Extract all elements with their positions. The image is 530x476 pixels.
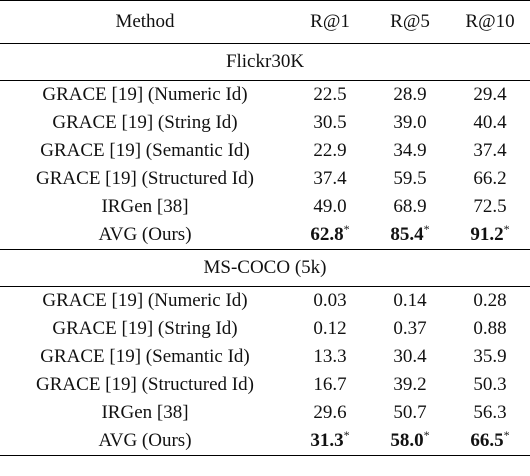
r5-cell: 28.9 — [393, 84, 427, 105]
method-cell: GRACE [19] (String Id) — [52, 112, 238, 133]
r1-cell: 16.7 — [313, 374, 347, 395]
r10-cell: 0.28 — [473, 290, 507, 311]
header-r10: R@10 — [450, 0, 530, 44]
method-cell: IRGen [38] — [101, 196, 189, 217]
r10-cell: 56.3 — [473, 402, 507, 423]
r5-cell: 34.9 — [393, 140, 427, 161]
r5-cell: 39.2 — [393, 374, 427, 395]
section-title: Flickr30K — [0, 43, 530, 81]
r10-cell: 66.5* — [450, 427, 530, 456]
table-row: GRACE [19] (Numeric Id) 0.03 0.14 0.28 — [0, 287, 530, 316]
header-row: Method R@1 R@5 R@10 — [0, 0, 530, 44]
significance-mark: * — [503, 428, 510, 442]
r5-cell: 68.9 — [393, 196, 427, 217]
table-row: AVG (Ours) 62.8* 85.4* 91.2* — [0, 221, 530, 250]
r1-cell: 0.12 — [313, 318, 347, 339]
r5-cell: 85.4* — [370, 221, 450, 250]
method-cell: GRACE [19] (Numeric Id) — [42, 290, 248, 311]
r10-cell: 50.3 — [473, 374, 507, 395]
r1-cell: 30.5 — [313, 112, 347, 133]
method-cell: GRACE [19] (String Id) — [52, 318, 238, 339]
method-cell: AVG (Ours) — [98, 224, 192, 245]
best-value: 62.8 — [310, 224, 344, 245]
table-row: GRACE [19] (String Id) 0.12 0.37 0.88 — [0, 315, 530, 343]
r5-cell: 30.4 — [393, 346, 427, 367]
method-cell: GRACE [19] (Structured Id) — [36, 168, 254, 189]
r1-cell: 37.4 — [313, 168, 347, 189]
r10-cell: 37.4 — [473, 140, 507, 161]
table-row: IRGen [38] 49.0 68.9 72.5 — [0, 193, 530, 221]
significance-mark: * — [343, 222, 350, 236]
r1-cell: 22.9 — [313, 140, 347, 161]
r5-cell: 39.0 — [393, 112, 427, 133]
best-value: 91.2 — [470, 224, 504, 245]
best-value: 31.3 — [310, 430, 344, 451]
results-table: Method R@1 R@5 R@10 Flickr30K GRACE [19] … — [0, 0, 530, 456]
method-cell: IRGen [38] — [101, 402, 189, 423]
section-title: MS-COCO (5k) — [0, 249, 530, 287]
r5-cell: 0.14 — [393, 290, 427, 311]
method-cell: GRACE [19] (Structured Id) — [36, 374, 254, 395]
r10-cell: 40.4 — [473, 112, 507, 133]
r10-cell: 72.5 — [473, 196, 507, 217]
method-cell: GRACE [19] (Semantic Id) — [40, 346, 250, 367]
table-row: IRGen [38] 29.6 50.7 56.3 — [0, 399, 530, 427]
r1-cell: 13.3 — [313, 346, 347, 367]
table-row: GRACE [19] (Structured Id) 16.7 39.2 50.3 — [0, 371, 530, 399]
best-value: 66.5 — [470, 430, 504, 451]
significance-mark: * — [503, 222, 510, 236]
table-row: GRACE [19] (Semantic Id) 22.9 34.9 37.4 — [0, 137, 530, 165]
significance-mark: * — [343, 428, 350, 442]
r1-cell: 62.8* — [290, 221, 370, 250]
header-r5: R@5 — [370, 0, 450, 44]
table-row: GRACE [19] (Semantic Id) 13.3 30.4 35.9 — [0, 343, 530, 371]
significance-mark: * — [423, 428, 430, 442]
r1-cell: 31.3* — [290, 427, 370, 456]
r1-cell: 49.0 — [313, 196, 347, 217]
r5-cell: 59.5 — [393, 168, 427, 189]
table-row: GRACE [19] (Structured Id) 37.4 59.5 66.2 — [0, 165, 530, 193]
table-row: AVG (Ours) 31.3* 58.0* 66.5* — [0, 427, 530, 456]
method-cell: GRACE [19] (Numeric Id) — [42, 84, 248, 105]
best-value: 85.4 — [390, 224, 424, 245]
r5-cell: 58.0* — [370, 427, 450, 456]
method-cell: AVG (Ours) — [0, 427, 290, 456]
r1-cell: 0.03 — [313, 290, 347, 311]
method-cell: GRACE [19] (Semantic Id) — [40, 140, 250, 161]
table-body: Flickr30K GRACE [19] (Numeric Id) 22.5 28.9… — [0, 43, 530, 456]
best-value: 58.0 — [390, 430, 424, 451]
r10-cell: 66.2 — [473, 168, 507, 189]
table-row: GRACE [19] (Numeric Id) 22.5 28.9 29.4 — [0, 81, 530, 110]
header-method: Method — [0, 0, 290, 44]
header-r1: R@1 — [290, 0, 370, 44]
section-row: Flickr30K — [0, 43, 530, 81]
r1-cell: 22.5 — [313, 84, 347, 105]
table-row: GRACE [19] (String Id) 30.5 39.0 40.4 — [0, 109, 530, 137]
r5-cell: 50.7 — [393, 402, 427, 423]
r10-cell: 0.88 — [473, 318, 507, 339]
r10-cell: 29.4 — [473, 84, 507, 105]
r1-cell: 29.6 — [313, 402, 347, 423]
r10-cell: 35.9 — [473, 346, 507, 367]
r5-cell: 0.37 — [393, 318, 427, 339]
r10-cell: 91.2* — [450, 221, 530, 250]
section-row: MS-COCO (5k) — [0, 249, 530, 287]
significance-mark: * — [423, 222, 430, 236]
